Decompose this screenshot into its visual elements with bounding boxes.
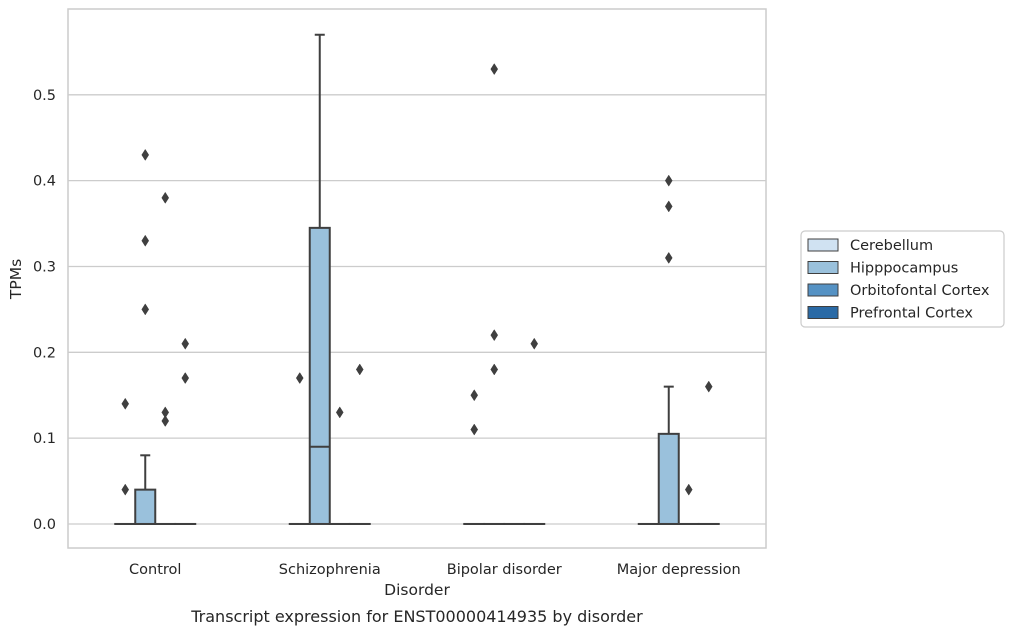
y-tick-label: 0.0 — [33, 517, 56, 533]
outlier-point — [490, 363, 499, 376]
x-axis-label: Disorder — [384, 581, 450, 599]
y-tick-label: 0.2 — [33, 345, 56, 361]
outlier-point — [141, 148, 150, 161]
outlier-point — [121, 483, 130, 496]
box-cerebellum — [288, 372, 311, 525]
x-axis-ticks: Control Schizophrenia Bipolar disorder Majo… — [129, 562, 741, 578]
y-tick-label: 0.1 — [33, 431, 56, 447]
y-tick-label: 0.5 — [33, 88, 56, 104]
outlier-point — [470, 423, 479, 436]
outlier-point — [490, 329, 499, 342]
legend-swatch — [807, 261, 839, 274]
legend-label: Hipppocampus — [850, 261, 958, 277]
figure-caption: Transcript expression for ENST0000041493… — [190, 607, 643, 626]
y-axis-ticks: 0.0 0.1 0.2 0.3 0.4 0.5 — [33, 88, 56, 533]
box-hipppocampus — [308, 33, 331, 525]
outlier-point — [295, 372, 304, 385]
box-iqr — [134, 488, 157, 525]
x-tick-label: Schizophrenia — [279, 562, 381, 578]
outlier-point — [141, 234, 150, 247]
outlier-point — [121, 397, 130, 410]
box-orbitofontal-cortex — [677, 483, 700, 525]
y-axis-label: TPMs — [7, 259, 25, 300]
outlier-point — [161, 191, 170, 204]
box-prefrontal-cortex — [697, 380, 720, 525]
legend-swatch — [807, 306, 839, 319]
x-tick-label: Control — [129, 562, 181, 578]
box-plot-series — [114, 33, 720, 525]
outlier-point — [704, 380, 713, 393]
outlier-point — [181, 337, 190, 350]
y-tick-label: 0.3 — [33, 259, 56, 275]
y-tick-label: 0.4 — [33, 174, 56, 190]
box-orbitofontal-cortex — [328, 406, 351, 525]
box-hipppocampus — [483, 63, 506, 525]
legend-frame — [800, 230, 1005, 328]
x-tick-label: Bipolar disorder — [447, 562, 562, 578]
box-prefrontal-cortex — [523, 337, 546, 525]
outlier-point — [664, 174, 673, 187]
legend-swatch — [807, 283, 839, 297]
legend: Cerebellum Hipppocampus Orbitofontal Corte… — [800, 230, 1005, 328]
outlier-point — [141, 303, 150, 316]
legend-label: Prefrontal Cortex — [850, 306, 973, 322]
box-iqr — [308, 226, 331, 525]
box-prefrontal-cortex — [174, 337, 197, 525]
outlier-point — [161, 415, 170, 427]
box-orbitofontal-cortex — [154, 191, 177, 525]
outlier-point — [470, 389, 479, 402]
box-hipppocampus — [657, 174, 680, 525]
box-iqr — [657, 432, 680, 525]
outlier-point — [355, 363, 364, 376]
outlier-point — [161, 406, 170, 419]
outlier-point — [664, 251, 673, 264]
outlier-point — [490, 63, 499, 76]
outlier-point — [181, 372, 190, 385]
box-cerebellum — [463, 389, 486, 525]
outlier-point — [530, 337, 539, 350]
plot-frame — [67, 8, 767, 549]
legend-label: Cerebellum — [850, 238, 933, 254]
legend-label: Orbitofontal Cortex — [850, 283, 990, 299]
box-hipppocampus — [134, 148, 157, 525]
box-prefrontal-cortex — [348, 363, 371, 525]
outlier-point — [335, 406, 344, 419]
outlier-point — [664, 200, 673, 213]
legend-swatch — [807, 238, 839, 252]
outlier-point — [684, 483, 693, 496]
x-tick-label: Major depression — [617, 562, 741, 578]
box-cerebellum — [114, 397, 137, 525]
